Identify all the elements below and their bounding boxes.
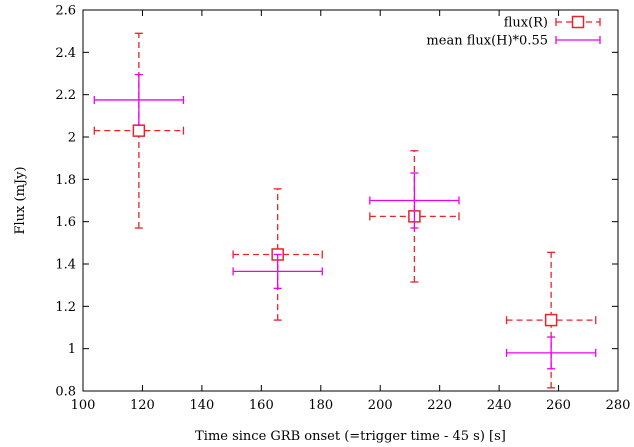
y-tick-label: 1.6: [55, 215, 76, 230]
legend: flux(R) mean flux(H)*0.55: [426, 15, 601, 49]
x-tick-label: 140: [189, 398, 214, 413]
plot-frame: [82, 9, 619, 392]
x-tick-label: 220: [427, 398, 452, 413]
y-tick-label: 0.8: [55, 385, 76, 400]
x-tick-label: 200: [368, 398, 393, 413]
y-tick-label: 1.4: [55, 258, 76, 273]
y-tick-label: 1: [68, 342, 76, 357]
y-tick-label: 1.8: [55, 173, 76, 188]
x-axis-title: Time since GRB onset (=trigger time - 45…: [195, 429, 506, 444]
y-tick-label: 2.6: [55, 4, 76, 19]
x-tick-label: 260: [546, 398, 571, 413]
axes-layer: [82, 9, 619, 392]
errorbars-layer: [93, 32, 597, 389]
y-tick-label: 2.4: [55, 46, 76, 61]
data-point: [544, 313, 558, 327]
y-tick-label: 2: [68, 131, 76, 146]
x-tick-label: 120: [130, 398, 155, 413]
legend-label: flux(R): [504, 16, 548, 31]
x-tick-label: 100: [71, 398, 96, 413]
x-tick-label: 180: [308, 398, 333, 413]
x-tick-label: 240: [487, 398, 512, 413]
legend-label: mean flux(H)*0.55: [426, 34, 548, 49]
y-tick-label: 1.2: [55, 300, 76, 315]
legend-marker: [571, 15, 585, 29]
ticks-layer: 100 120 140 160 180 200 220 240 260 280 0.8 1 1.2 1.4…: [55, 4, 630, 414]
x-tick-label: 160: [249, 398, 274, 413]
y-axis-title: Flux (mJy): [13, 166, 28, 234]
data-point: [132, 124, 146, 137]
y-tick-label: 2.2: [55, 88, 76, 103]
x-tick-label: 280: [606, 398, 631, 413]
